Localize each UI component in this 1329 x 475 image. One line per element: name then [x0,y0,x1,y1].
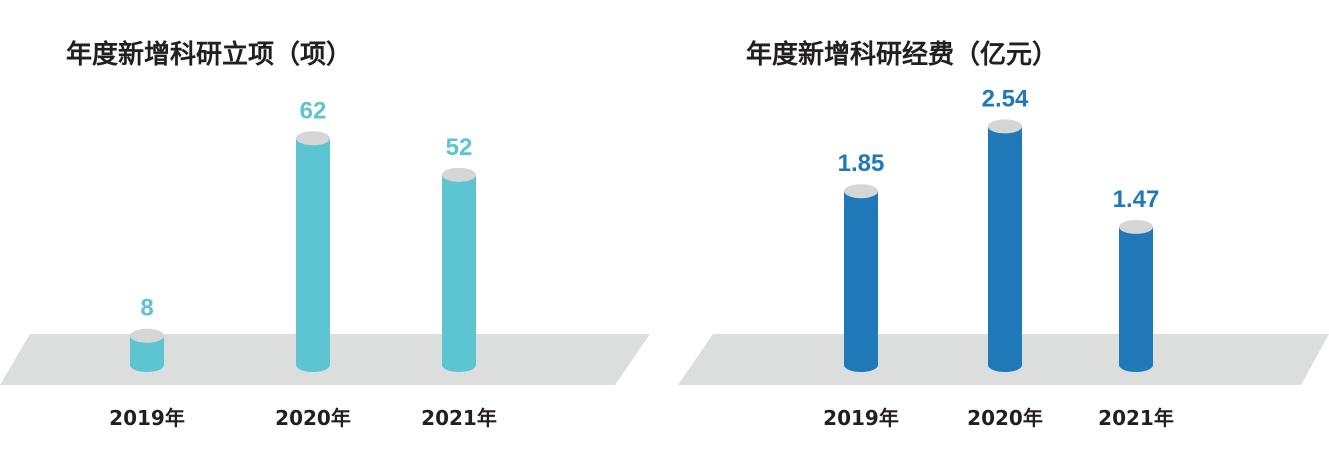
projects-value-label: 62 [300,97,327,124]
projects-bar-body [296,138,330,372]
chart-title-projects: 年度新增科研立项（项） [66,40,353,70]
funding-value-label: 1.85 [838,150,885,177]
funding-x-tick-label: 2021年 [1098,406,1174,430]
funding-bar-2 [988,119,1022,373]
projects-x-tick-label: 2019年 [109,406,185,430]
projects-bar-1 [130,328,164,372]
projects-value-label: 8 [140,295,153,322]
chart-panel-funding: 年度新增科研经费（亿元） 1.85 2019年 2.54 2020年 1.47 2021年 [670,0,1329,475]
projects-bar-chart: 8 2019年 62 2020年 52 2021年 [0,97,650,430]
funding-bar-body [988,126,1022,373]
projects-x-tick-label: 2021年 [421,406,497,430]
projects-bar-cap [442,167,476,182]
funding-bar-cap [844,184,878,199]
funding-x-tick-label: 2020年 [967,406,1043,430]
chart-panel-projects: 年度新增科研立项（项） 8 2019年 62 2020年 52 2021年 [0,0,660,475]
funding-x-tick-label: 2019年 [823,406,899,430]
funding-bar-3 [1119,219,1153,372]
funding-bar-1 [844,184,878,372]
projects-x-tick-label: 2020年 [275,406,351,430]
projects-value-label: 52 [446,134,473,161]
funding-bar-body [1119,226,1153,372]
funding-bar-cap [988,119,1022,134]
funding-value-label: 1.47 [1113,186,1160,213]
projects-bar-body [442,174,476,372]
projects-bar-cap [296,131,330,146]
funding-bar-body [844,191,878,372]
funding-value-label: 2.54 [982,85,1029,112]
projects-bar-3 [442,167,476,372]
projects-bar-body [130,335,164,372]
projects-bar-cap [130,328,164,343]
funding-bar-chart: 1.85 2019年 2.54 2020年 1.47 2021年 [678,85,1329,430]
funding-bar-cap [1119,219,1153,234]
chart-title-funding: 年度新增科研经费（亿元） [746,40,1059,70]
projects-bar-2 [296,131,330,372]
